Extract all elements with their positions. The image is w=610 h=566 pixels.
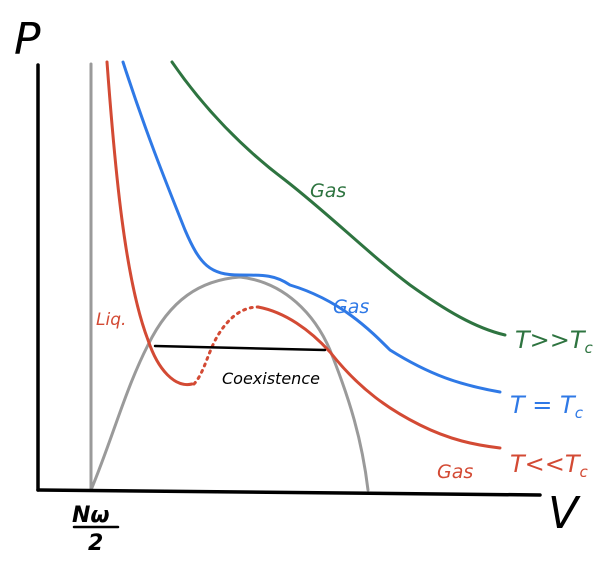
coexistence-line <box>153 344 327 352</box>
critical-temperature-label: T = Tc <box>510 391 584 422</box>
excluded-volume-denominator: 2 <box>88 531 103 556</box>
cold-temperature-subscript: c <box>580 463 589 481</box>
critical-temperature-subscript: c <box>575 404 584 422</box>
coexistence-label: Coexistence <box>222 369 320 388</box>
cold-isotherm-liquid-branch <box>105 60 194 387</box>
hot-temperature-subscript: c <box>585 339 594 357</box>
critical-temperature-main: T = T <box>510 391 577 419</box>
cold-temperature-label: T<<Tc <box>510 450 589 481</box>
cold-gas-label: Gas <box>437 461 473 483</box>
cold-temperature-main: T<<T <box>510 450 582 478</box>
excluded-volume-numerator: Nω <box>72 503 110 528</box>
coexistence-dome <box>89 275 370 492</box>
hot-gas-label: Gas <box>310 180 346 202</box>
hot-temperature-main: T>>T <box>515 326 587 354</box>
hot-temperature-label: T>>Tc <box>515 326 594 357</box>
cold-isotherm-gas-branch <box>256 305 502 450</box>
v-axis <box>36 488 542 497</box>
pressure-axis-label: P <box>14 14 41 65</box>
critical-gas-label: Gas <box>333 296 369 318</box>
cold-isotherm-unstable-loop <box>192 305 260 386</box>
volume-axis-label: V <box>548 488 581 539</box>
critical-isotherm-curve <box>121 60 502 394</box>
hot-isotherm-curve <box>170 60 507 337</box>
liquid-label: Liq. <box>96 310 126 330</box>
